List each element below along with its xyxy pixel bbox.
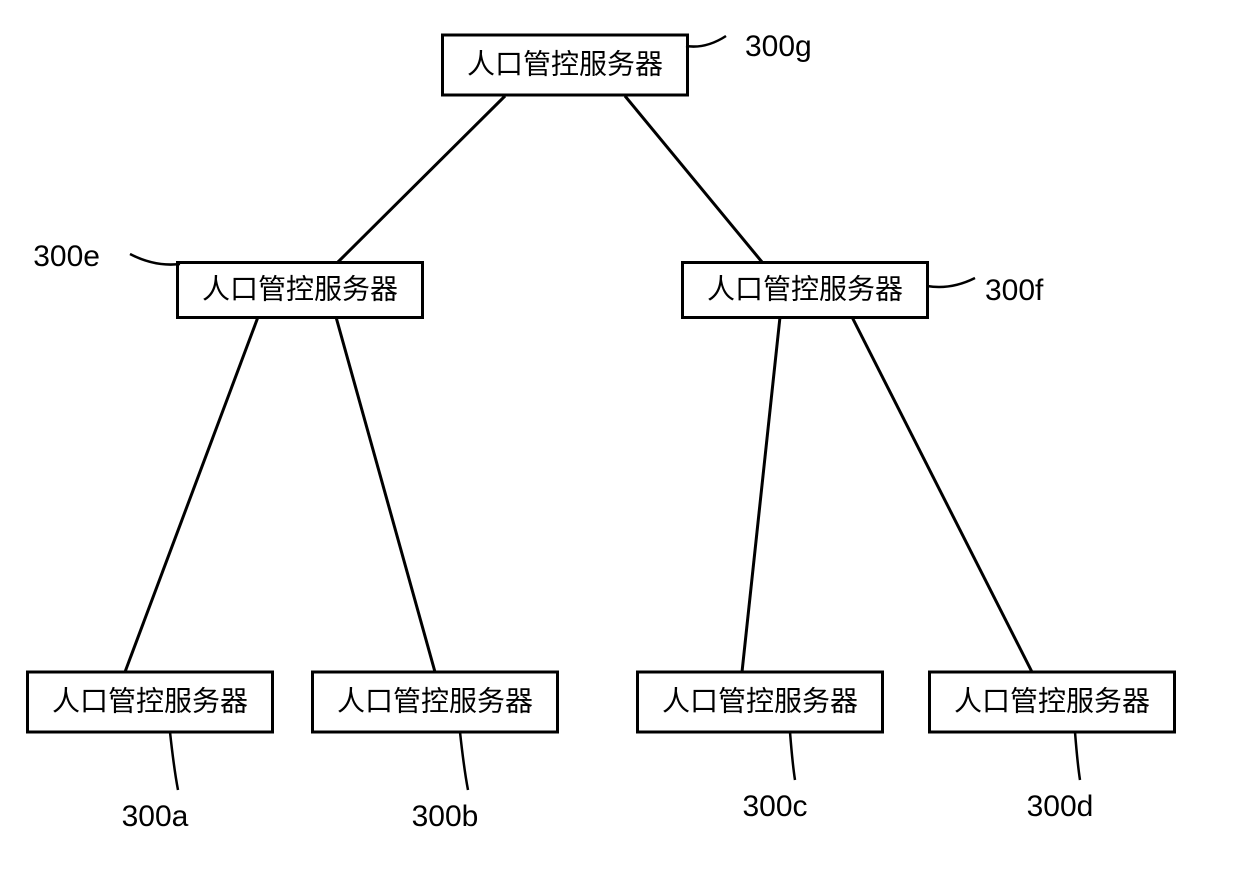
leader-a — [170, 732, 178, 790]
leader-g — [686, 36, 726, 47]
node-label-a: 人口管控服务器 — [52, 685, 248, 717]
tree-diagram: 人口管控服务器人口管控服务器人口管控服务器人口管控服务器人口管控服务器人口管控服… — [0, 0, 1240, 870]
node-a: 人口管控服务器 — [28, 672, 273, 732]
node-label-e: 人口管控服务器 — [202, 273, 398, 305]
node-b: 人口管控服务器 — [313, 672, 558, 732]
edge-f-c — [742, 317, 780, 672]
leader-d — [1075, 732, 1080, 780]
nodes-layer: 人口管控服务器人口管控服务器人口管控服务器人口管控服务器人口管控服务器人口管控服… — [28, 35, 1175, 732]
leader-c — [790, 732, 795, 780]
node-label-c: 人口管控服务器 — [662, 685, 858, 717]
node-label-g: 人口管控服务器 — [467, 48, 663, 80]
edges-layer — [125, 96, 1032, 672]
node-label-b: 人口管控服务器 — [337, 685, 533, 717]
leader-e — [130, 254, 180, 265]
node-g: 人口管控服务器 — [443, 35, 688, 95]
node-label-f: 人口管控服务器 — [707, 273, 903, 305]
node-d: 人口管控服务器 — [930, 672, 1175, 732]
ref-label-b: 300b — [412, 800, 479, 833]
edge-e-b — [336, 317, 435, 672]
edge-f-d — [852, 317, 1032, 672]
ref-label-a: 300a — [122, 800, 189, 833]
ref-label-c: 300c — [742, 790, 807, 823]
ref-label-g: 300g — [745, 30, 812, 63]
ref-label-e: 300e — [33, 240, 100, 273]
leader-f — [927, 278, 975, 287]
edge-g-f — [625, 96, 762, 262]
leader-b — [460, 732, 468, 790]
ref-label-d: 300d — [1027, 790, 1094, 823]
node-c: 人口管控服务器 — [638, 672, 883, 732]
ref-label-f: 300f — [985, 274, 1044, 307]
node-f: 人口管控服务器 — [683, 263, 928, 318]
node-e: 人口管控服务器 — [178, 263, 423, 318]
edge-e-a — [125, 317, 258, 672]
node-label-d: 人口管控服务器 — [954, 685, 1150, 717]
edge-g-e — [338, 96, 505, 262]
